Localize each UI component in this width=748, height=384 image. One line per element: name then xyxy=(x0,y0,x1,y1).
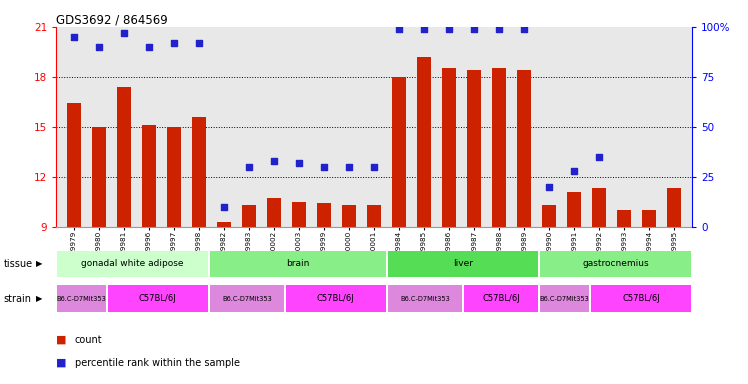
Bar xyxy=(286,285,386,312)
Point xyxy=(468,26,480,32)
Text: gonadal white adipose: gonadal white adipose xyxy=(81,260,184,268)
Bar xyxy=(57,285,106,312)
Bar xyxy=(542,205,556,227)
Point xyxy=(67,34,79,40)
Bar xyxy=(142,125,156,227)
Point xyxy=(293,160,305,166)
Bar xyxy=(192,117,206,227)
Point xyxy=(343,164,355,170)
Bar xyxy=(540,285,589,312)
Bar xyxy=(568,192,581,227)
Text: ▶: ▶ xyxy=(36,294,42,303)
Text: C57BL/6J: C57BL/6J xyxy=(139,294,177,303)
Text: C57BL/6J: C57BL/6J xyxy=(622,294,660,303)
Point xyxy=(93,44,105,50)
Point xyxy=(418,26,430,32)
Bar xyxy=(643,210,656,227)
Bar xyxy=(242,205,256,227)
Bar xyxy=(492,68,506,227)
Text: tissue: tissue xyxy=(4,259,33,269)
Point xyxy=(117,30,129,36)
Text: ■: ■ xyxy=(56,335,67,345)
Bar xyxy=(292,202,306,227)
Bar xyxy=(67,103,81,227)
Bar xyxy=(387,285,462,312)
Bar xyxy=(57,251,208,277)
Point xyxy=(443,26,455,32)
Bar xyxy=(317,203,331,227)
Bar xyxy=(117,87,131,227)
Bar xyxy=(209,285,284,312)
Text: count: count xyxy=(75,335,102,345)
Point xyxy=(268,157,280,164)
Point xyxy=(243,164,255,170)
Text: B6.C-D7Mit353: B6.C-D7Mit353 xyxy=(222,296,272,301)
Point xyxy=(543,184,555,190)
Point xyxy=(493,26,505,32)
Bar xyxy=(267,198,280,227)
Text: brain: brain xyxy=(286,260,310,268)
Bar xyxy=(591,285,691,312)
Bar xyxy=(468,70,481,227)
Bar xyxy=(387,251,539,277)
Bar xyxy=(92,127,105,227)
Text: ▶: ▶ xyxy=(36,260,42,268)
Bar xyxy=(342,205,356,227)
Bar xyxy=(417,57,431,227)
Text: ■: ■ xyxy=(56,358,67,368)
Bar xyxy=(209,251,386,277)
Text: strain: strain xyxy=(4,293,31,304)
Text: C57BL/6J: C57BL/6J xyxy=(482,294,520,303)
Bar xyxy=(217,222,230,227)
Text: C57BL/6J: C57BL/6J xyxy=(317,294,355,303)
Point xyxy=(218,204,230,210)
Bar xyxy=(167,127,180,227)
Bar xyxy=(592,188,606,227)
Point xyxy=(168,40,180,46)
Text: liver: liver xyxy=(453,260,473,268)
Text: B6.C-D7Mit353: B6.C-D7Mit353 xyxy=(400,296,450,301)
Point xyxy=(143,44,155,50)
Bar xyxy=(108,285,208,312)
Point xyxy=(518,26,530,32)
Point xyxy=(368,164,380,170)
Point xyxy=(193,40,205,46)
Bar xyxy=(617,210,631,227)
Point xyxy=(318,164,330,170)
Point xyxy=(593,154,605,160)
Point xyxy=(568,167,580,174)
Point xyxy=(393,26,405,32)
Text: GDS3692 / 864569: GDS3692 / 864569 xyxy=(56,13,168,26)
Bar xyxy=(540,251,691,277)
Bar xyxy=(392,77,406,227)
Bar xyxy=(442,68,456,227)
Bar xyxy=(367,205,381,227)
Bar xyxy=(464,285,539,312)
Text: B6.C-D7Mit353: B6.C-D7Mit353 xyxy=(57,296,106,301)
Text: percentile rank within the sample: percentile rank within the sample xyxy=(75,358,240,368)
Bar xyxy=(667,188,681,227)
Text: gastrocnemius: gastrocnemius xyxy=(582,260,649,268)
Text: B6.C-D7Mit353: B6.C-D7Mit353 xyxy=(540,296,589,301)
Bar xyxy=(518,70,531,227)
